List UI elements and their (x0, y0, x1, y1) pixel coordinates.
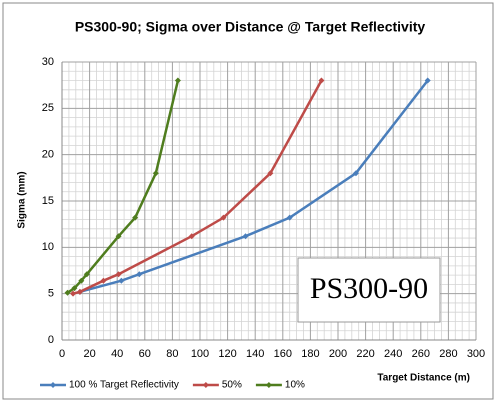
x-axis-label: Target Distance (m) (377, 373, 470, 384)
point-marker (424, 77, 431, 84)
point-marker (136, 271, 143, 278)
x-tick-label: 220 (356, 348, 374, 360)
x-tick-label: 200 (329, 348, 347, 360)
legend-marker (265, 382, 272, 388)
annotation-box (297, 257, 441, 323)
x-tick-label: 160 (274, 348, 292, 360)
legend-label: 100 % Target Reflectivity (69, 380, 179, 391)
y-tick-label: 20 (42, 149, 54, 161)
x-tick-label: 0 (59, 348, 65, 360)
y-tick-label: 25 (42, 102, 54, 114)
point-marker (267, 170, 274, 177)
point-marker (64, 289, 71, 296)
y-tick-label: 15 (42, 195, 54, 207)
point-marker (318, 77, 325, 84)
point-marker (115, 271, 122, 278)
x-tick-label: 20 (83, 348, 95, 360)
point-marker (70, 290, 77, 297)
point-marker (152, 170, 159, 177)
point-marker (71, 285, 78, 292)
x-tick-label: 40 (111, 348, 123, 360)
y-tick-label: 10 (42, 241, 54, 253)
y-tick-label: 5 (48, 288, 54, 300)
point-marker (132, 214, 139, 221)
point-marker (220, 214, 227, 221)
x-tick-label: 300 (467, 348, 485, 360)
series-line (72, 79, 323, 295)
point-marker (286, 214, 293, 221)
x-tick-label: 180 (301, 348, 319, 360)
point-marker (100, 277, 107, 284)
y-tick-label: 0 (48, 334, 54, 346)
legend-marker (202, 382, 209, 388)
legend-label: 10% (285, 380, 305, 391)
x-tick-label: 80 (166, 348, 178, 360)
point-marker (83, 271, 90, 278)
x-tick-label: 280 (439, 348, 457, 360)
point-marker (118, 277, 125, 284)
x-tick-label: 100 (191, 348, 209, 360)
y-axis-label: Sigma (mm) (17, 171, 28, 228)
point-marker (242, 233, 249, 240)
legend-label: 50% (222, 380, 242, 391)
x-tick-label: 140 (246, 348, 264, 360)
point-marker (78, 277, 85, 284)
x-tick-label: 240 (384, 348, 402, 360)
legend-marker (50, 382, 56, 388)
point-marker (76, 288, 83, 295)
y-tick-label: 30 (42, 56, 54, 68)
x-tick-label: 260 (412, 348, 430, 360)
chart-title: PS300-90; Sigma over Distance @ Target R… (75, 19, 426, 35)
point-marker (174, 77, 181, 84)
annotation: PS300-90 (310, 272, 428, 305)
x-tick-label: 60 (139, 348, 151, 360)
point-marker (352, 170, 359, 177)
x-tick-label: 120 (218, 348, 236, 360)
point-marker (188, 233, 195, 240)
point-marker (115, 233, 122, 240)
